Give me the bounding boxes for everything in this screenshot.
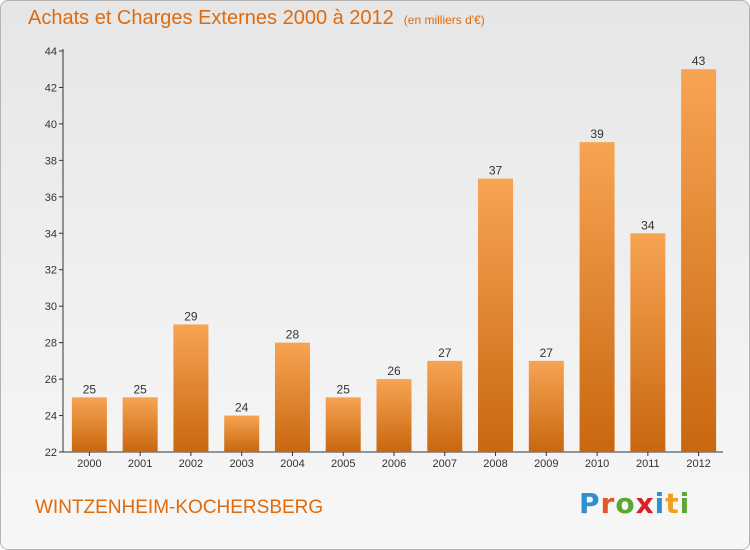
bar-value-label: 25 [337, 382, 351, 396]
logo-letter: P [579, 487, 601, 520]
bar [630, 233, 666, 452]
bar-value-label: 37 [489, 164, 503, 178]
city-name: WINTZENHEIM-KOCHERSBERG [35, 497, 324, 518]
y-tick-label: 36 [45, 192, 57, 204]
x-tick-label: 2003 [229, 458, 253, 470]
bar-value-label: 25 [83, 382, 97, 396]
bar-value-label: 34 [641, 218, 655, 232]
bar-value-label: 26 [387, 364, 401, 378]
x-tick-label: 2001 [128, 458, 152, 470]
bar-value-label: 39 [590, 127, 604, 141]
bar [274, 342, 310, 452]
bar [427, 360, 463, 452]
x-tick-label: 2008 [483, 458, 507, 470]
chart-subtitle: (en milliers d'€) [403, 13, 485, 27]
x-tick-label: 2000 [77, 458, 101, 470]
bar-value-label: 24 [235, 401, 249, 415]
bar [325, 397, 361, 452]
x-tick-label: 2009 [534, 458, 558, 470]
x-tick-label: 2010 [585, 458, 609, 470]
bar-value-label: 27 [438, 346, 452, 360]
logo-letter: o [615, 487, 636, 520]
x-tick-label: 2007 [433, 458, 457, 470]
logo-letter: i [679, 487, 691, 520]
bar [122, 397, 158, 452]
chart-title: Achats et Charges Externes 2000 à 2012 [28, 7, 394, 29]
x-tick-label: 2012 [686, 458, 710, 470]
y-tick-label: 28 [45, 338, 57, 350]
logo-letter: r [600, 487, 616, 520]
bar [376, 379, 412, 452]
bar [478, 178, 514, 452]
y-tick-label: 32 [45, 265, 57, 277]
y-tick-label: 34 [45, 228, 57, 240]
bar-value-label: 43 [692, 54, 706, 68]
logo-letter: t [665, 487, 680, 520]
logo-letter: x [635, 487, 655, 520]
bar-value-label: 25 [133, 382, 147, 396]
logo-letter: i [654, 487, 666, 520]
x-tick-label: 2002 [179, 458, 203, 470]
bar-value-label: 28 [286, 328, 300, 342]
y-tick-label: 22 [45, 447, 57, 459]
y-tick-label: 38 [45, 155, 57, 167]
x-tick-label: 2004 [280, 458, 304, 470]
bar [528, 360, 564, 452]
bar [173, 324, 209, 452]
bar [681, 69, 717, 453]
bar-value-label: 27 [540, 346, 554, 360]
y-tick-label: 24 [45, 411, 57, 423]
x-tick-label: 2006 [382, 458, 406, 470]
bar-value-label: 29 [184, 309, 198, 323]
bar [579, 142, 615, 453]
chart-title-row: Achats et Charges Externes 2000 à 2012 (e… [28, 7, 485, 30]
y-tick-label: 42 [45, 82, 57, 94]
proxiti-logo: Proxiti [579, 487, 690, 520]
y-tick-label: 44 [45, 46, 57, 58]
bar [71, 397, 107, 452]
x-tick-label: 2005 [331, 458, 355, 470]
y-tick-label: 26 [45, 374, 57, 386]
y-tick-label: 40 [45, 119, 57, 131]
x-tick-label: 2011 [636, 458, 660, 470]
bar [224, 415, 260, 452]
y-tick-label: 30 [45, 301, 57, 313]
